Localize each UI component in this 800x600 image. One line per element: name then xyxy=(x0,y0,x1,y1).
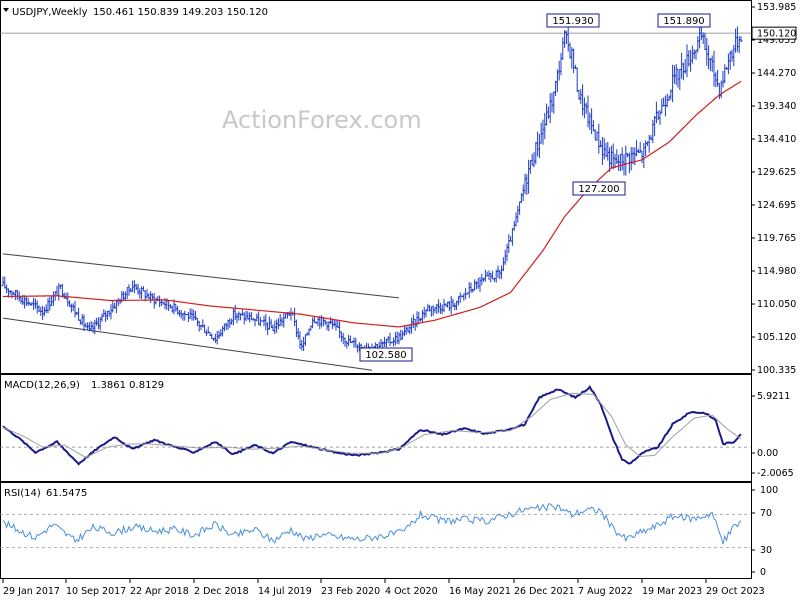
channel-line-lower xyxy=(2,317,373,371)
rsi-layer xyxy=(0,503,751,548)
rsi-label: RSI(14) xyxy=(4,488,41,499)
macd-layer xyxy=(0,384,751,466)
macd-label: MACD(12,26,9) xyxy=(4,380,80,391)
price-panel xyxy=(0,0,752,374)
x-tick-label: 16 May 2021 xyxy=(449,586,511,597)
macd-tick-label: 5.9211 xyxy=(757,391,790,402)
annotation-text: 151.930 xyxy=(552,16,593,27)
x-tick-label: 22 Apr 2018 xyxy=(130,586,189,597)
macd-header: MACD(12,26,9) 1.3861 0.8129 xyxy=(4,380,164,391)
x-tick-label: 10 Sep 2017 xyxy=(66,586,126,597)
price-tick-label: 114.980 xyxy=(757,266,796,277)
rsi-tick-label: 70 xyxy=(760,508,772,519)
rsi-series-line xyxy=(2,503,742,545)
ohlc-bar xyxy=(739,36,743,43)
price-tick-label: 105.120 xyxy=(757,332,796,343)
x-tick-label: 23 Feb 2020 xyxy=(321,586,380,597)
x-tick-label: 29 Jan 2017 xyxy=(3,586,60,597)
current-price-box xyxy=(751,26,797,40)
channel-line-upper xyxy=(2,253,400,299)
current-price-text: 150.120 xyxy=(757,29,796,40)
ohlc-values: 150.461 150.839 149.203 150.120 xyxy=(93,7,268,18)
annotation-low-2: 102.580 xyxy=(359,347,413,362)
annotation-box xyxy=(657,13,711,28)
price-tick-label: 100.335 xyxy=(757,365,796,376)
price-tick-label: 134.410 xyxy=(757,134,796,145)
rsi-tick-label: 30 xyxy=(760,545,772,556)
macd-tick-label: -2.0065 xyxy=(757,468,794,479)
x-tick-label: 29 Oct 2023 xyxy=(706,586,765,597)
annotation-box xyxy=(546,13,600,28)
annotation-text: 102.580 xyxy=(365,350,406,361)
rsi-tick-label: 0 xyxy=(760,567,766,578)
price-tick-label: 149.055 xyxy=(757,35,796,46)
price-layer: 151.930 151.890 127.200 102.580 xyxy=(0,13,751,371)
x-tick-label: 7 Aug 2022 xyxy=(578,586,633,597)
price-tick-label: 119.765 xyxy=(757,233,796,244)
rsi-panel xyxy=(0,482,752,579)
x-tick-label: 26 Dec 2021 xyxy=(514,586,575,597)
price-tick-label: 139.340 xyxy=(757,101,796,112)
annotation-text: 151.890 xyxy=(663,16,704,27)
x-tick-label: 2 Dec 2018 xyxy=(194,586,249,597)
x-tick-label: 4 Oct 2020 xyxy=(385,586,438,597)
x-tick-label: 19 Mar 2023 xyxy=(642,586,702,597)
current-price-label: 150.120 xyxy=(751,26,797,40)
annotation-low-1: 127.200 xyxy=(572,181,626,196)
annotation-text: 127.200 xyxy=(578,184,619,195)
price-tick-label: 153.985 xyxy=(757,2,796,13)
price-tick-label: 144.270 xyxy=(757,68,796,79)
dropdown-triangle-icon[interactable] xyxy=(3,8,9,12)
macd-values: 1.3861 0.8129 xyxy=(91,380,164,391)
rsi-value: 61.5475 xyxy=(46,488,87,499)
macd-tick-label: 0.00 xyxy=(757,448,778,459)
price-tick-label: 129.625 xyxy=(757,167,796,178)
annotation-high-1: 151.930 xyxy=(546,13,600,28)
macd-series-signal xyxy=(2,392,742,459)
annotation-high-2: 151.890 xyxy=(657,13,711,28)
watermark: ActionForex.com xyxy=(222,106,422,134)
symbol-label: USDJPY,Weekly xyxy=(12,7,88,18)
price-tick-label: 124.695 xyxy=(757,200,796,211)
macd-panel xyxy=(0,374,752,482)
price-header: USDJPY,Weekly 150.461 150.839 149.203 15… xyxy=(3,7,268,18)
x-tick-label: 14 Jul 2019 xyxy=(258,586,312,597)
rsi-tick-label: 100 xyxy=(760,485,778,496)
annotation-box xyxy=(572,181,626,196)
price-tick-label: 110.050 xyxy=(757,299,796,310)
rsi-header: RSI(14) 61.5475 xyxy=(4,488,87,499)
annotation-box xyxy=(359,347,413,362)
moving-average-line xyxy=(3,80,742,328)
